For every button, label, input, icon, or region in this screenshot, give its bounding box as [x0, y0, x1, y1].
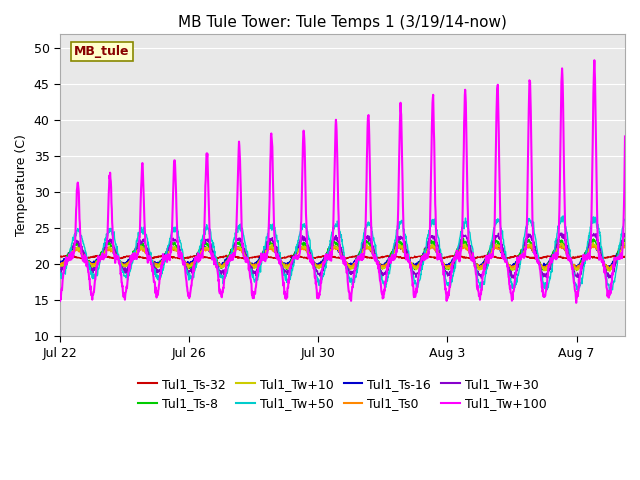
Title: MB Tule Tower: Tule Temps 1 (3/19/14-now): MB Tule Tower: Tule Temps 1 (3/19/14-now… [178, 15, 507, 30]
Text: MB_tule: MB_tule [74, 45, 129, 58]
Legend: Tul1_Ts-32, Tul1_Ts-8, Tul1_Tw+10, Tul1_Tw+50, Tul1_Ts-16, Tul1_Ts0, Tul1_Tw+30,: Tul1_Ts-32, Tul1_Ts-8, Tul1_Tw+10, Tul1_… [133, 373, 552, 415]
Y-axis label: Temperature (C): Temperature (C) [15, 134, 28, 236]
